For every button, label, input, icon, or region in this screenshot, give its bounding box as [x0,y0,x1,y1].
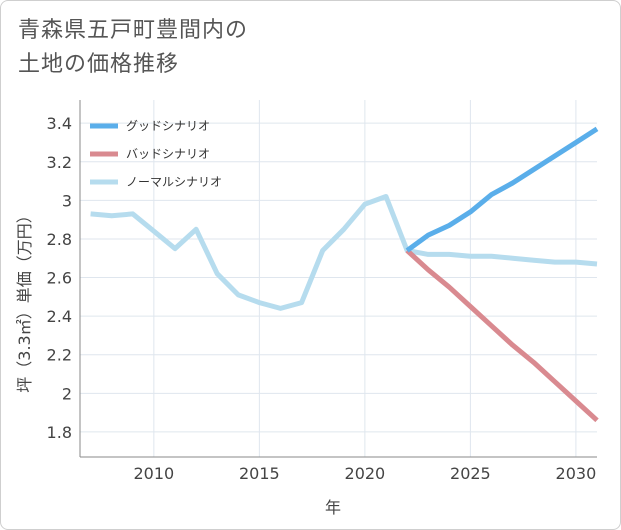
y-tick-label: 2.4 [47,307,72,326]
series-line-0 [405,126,599,253]
x-tick-label: 2010 [133,464,174,483]
y-tick-label: 3 [62,191,72,210]
axes [79,100,597,458]
chart-title-line-1: 青森県五戸町豊間内の [18,18,249,43]
y-tick-label: 2.2 [47,346,72,365]
y-tick-label: 2 [62,384,72,403]
tick-labels: 2010 2015 2020 2025 2030 1.8 2 2.2 2.4 2.6 2.8 3 3.2… [47,114,597,483]
x-tick-label: 2025 [450,464,491,483]
x-tick-label: 2015 [239,464,280,483]
series-line-2 [90,194,598,311]
x-tick-label: 2020 [345,464,386,483]
legend-label: ノーマルシナリオ [126,175,222,189]
x-tick-label: 2030 [556,464,597,483]
chart-title: 青森県五戸町豊間内の 土地の価格推移 [18,14,578,82]
series-line-1 [405,248,599,423]
y-axis-label: 坪（3.3㎡）単価（万円） [15,207,34,392]
y-tick-label: 2.8 [47,230,72,249]
grid-lines [80,100,597,457]
x-axis-label: 年 [325,498,341,517]
chart-title-line-2: 土地の価格推移 [18,52,180,77]
y-tick-label: 3.2 [47,153,72,172]
y-tick-label: 1.8 [47,423,72,442]
y-tick-label: 2.6 [47,269,72,288]
series-lines [90,126,599,423]
legend-label: バッドシナリオ [126,147,210,161]
y-tick-label: 3.4 [47,114,72,133]
legend-label: グッドシナリオ [126,119,210,133]
